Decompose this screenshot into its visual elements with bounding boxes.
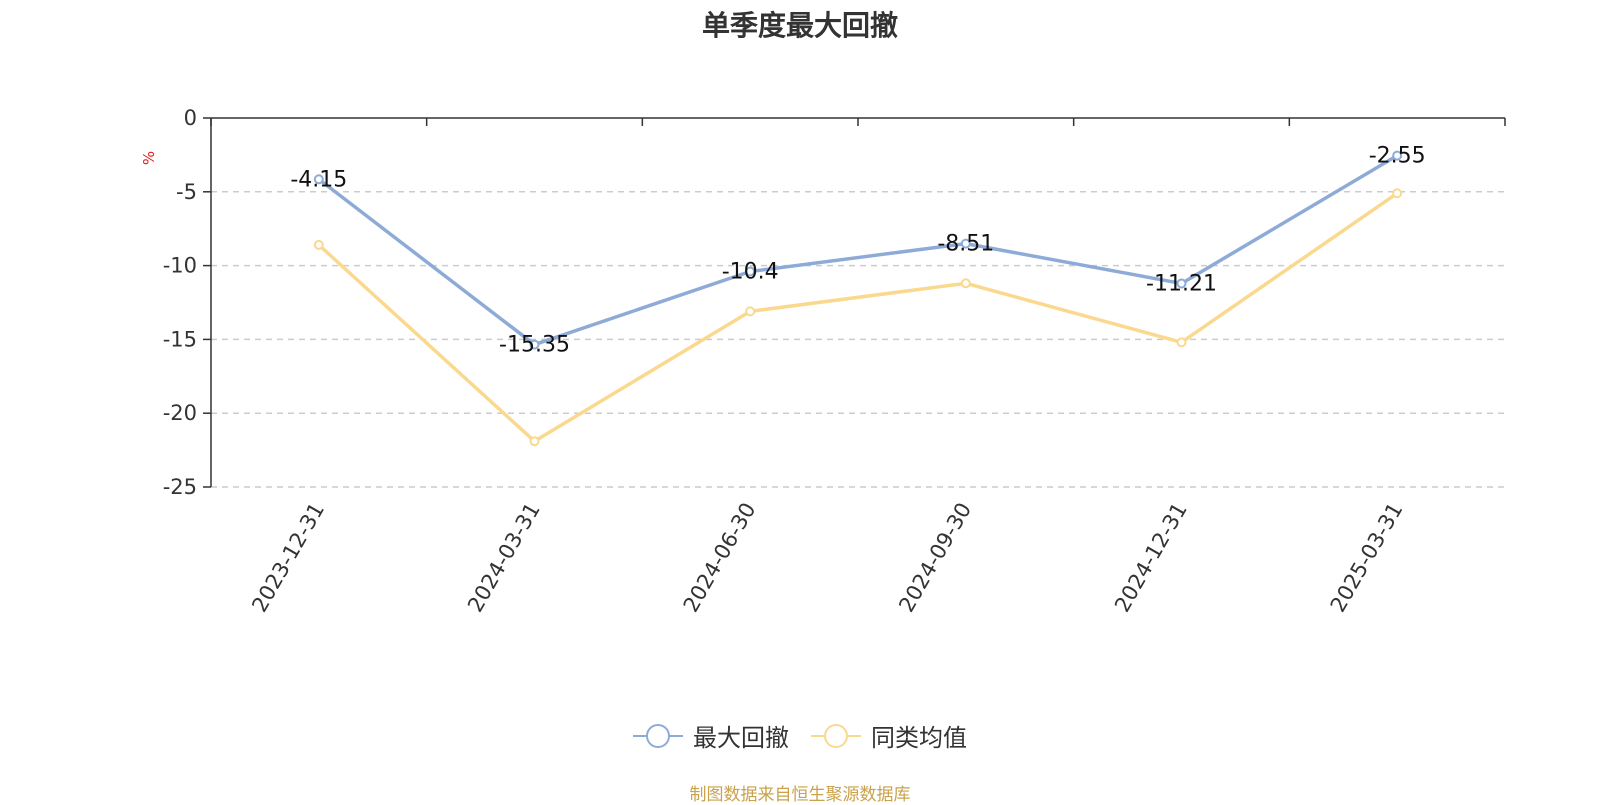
series-line-0 (317, 154, 1399, 347)
y-tick-label-1: -5 (176, 180, 197, 204)
data-point-s1-4[interactable] (1176, 337, 1187, 348)
data-label-s0-4: -11.21 (1146, 271, 1217, 296)
data-label-s0-5: -2.55 (1369, 144, 1426, 169)
data-label-s0-2: -10.4 (722, 260, 779, 285)
data-label-s0-0: -4.15 (290, 167, 347, 192)
data-label-s0-3: -8.51 (937, 232, 994, 257)
x-tick-label-3: 2024-09-30 (894, 499, 976, 617)
source-note: 制图数据来自恒生聚源数据库 (689, 785, 911, 805)
series-line-1 (317, 191, 1399, 443)
y-axis-unit-label: % (140, 151, 158, 165)
data-point-s1-3[interactable] (960, 278, 971, 289)
y-tick-label-4: -20 (163, 401, 197, 425)
y-tick-label-2: -10 (163, 254, 197, 278)
legend-swatch-series-0 (633, 723, 683, 749)
data-point-s0-5[interactable] (1392, 150, 1403, 161)
data-point-s1-5[interactable] (1392, 188, 1403, 199)
data-point-s0-1[interactable] (529, 339, 540, 350)
data-point-s1-1[interactable] (529, 436, 540, 447)
data-label-s0-1: -15.35 (499, 333, 570, 358)
data-point-s1-0[interactable] (313, 239, 324, 250)
legend-item-series-1[interactable]: 同类均值 (811, 718, 967, 753)
x-tick-label-2: 2024-06-30 (679, 499, 761, 617)
data-point-s0-0[interactable] (313, 174, 324, 185)
legend-swatch-series-1 (811, 723, 861, 749)
x-tick-label-1: 2024-03-31 (463, 499, 545, 617)
legend-label-series-0: 最大回撤 (693, 724, 789, 752)
legend-label-series-1: 同类均值 (871, 724, 967, 752)
y-tick-label-0: 0 (184, 106, 197, 130)
chart-legend: 最大回撤 同类均值 (0, 718, 1600, 753)
data-point-s0-3[interactable] (960, 238, 971, 249)
x-tick-label-4: 2024-12-31 (1110, 499, 1192, 617)
data-point-s1-2[interactable] (745, 306, 756, 317)
y-tick-label-3: -15 (163, 327, 197, 351)
chart-title: 单季度最大回撤 (701, 9, 898, 42)
data-point-s0-2[interactable] (745, 266, 756, 277)
legend-item-series-0[interactable]: 最大回撤 (633, 718, 789, 753)
x-tick-label-5: 2025-03-31 (1326, 499, 1408, 617)
x-tick-label-0: 2023-12-31 (247, 499, 329, 617)
data-point-s0-4[interactable] (1176, 278, 1187, 289)
y-tick-label-5: -25 (163, 475, 197, 499)
